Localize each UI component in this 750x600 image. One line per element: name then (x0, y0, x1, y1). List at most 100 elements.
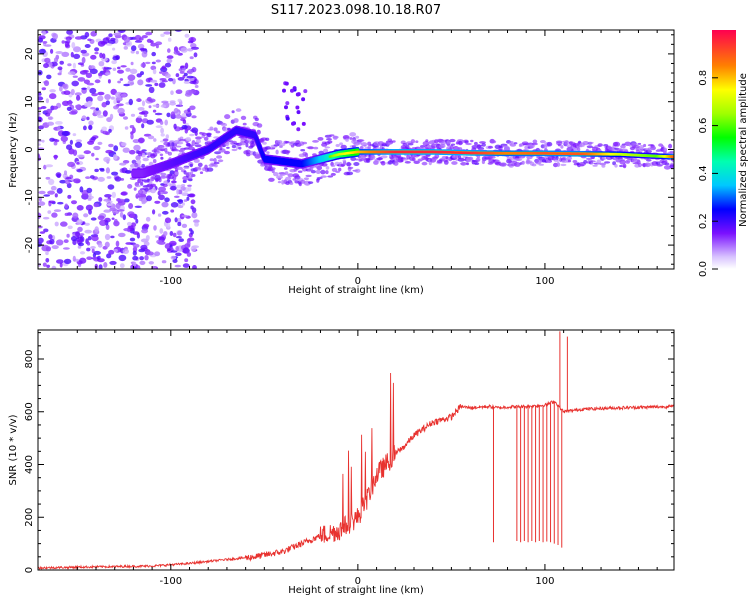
ridge-halo (525, 160, 531, 165)
x-tick-label: 100 (535, 576, 554, 587)
noise-blob (46, 74, 52, 80)
ridge-halo (380, 160, 386, 166)
ridge-halo (308, 181, 314, 185)
noise-blob (144, 255, 149, 261)
noise-blob (180, 65, 185, 69)
ridge-halo (172, 174, 178, 178)
noise-blob (47, 210, 52, 214)
noise-blob (71, 80, 79, 87)
noise-blob (113, 32, 122, 36)
noise-blob (84, 222, 90, 226)
noise-blob (72, 212, 79, 219)
ridge-halo (577, 147, 581, 152)
noise-blob (111, 217, 115, 220)
noise-blob (152, 266, 157, 269)
noise-blob (190, 205, 194, 210)
ridge-halo (303, 177, 309, 181)
noise-blob (119, 78, 124, 81)
noise-blob (98, 264, 103, 269)
y-tick-label: 10 (24, 95, 35, 108)
ridge-halo (598, 148, 602, 152)
noise-blob (87, 100, 93, 106)
noise-blob (38, 201, 46, 206)
noise-blob (68, 99, 73, 106)
noise-blob (177, 98, 182, 103)
noise-blob (167, 48, 171, 53)
noise-blob (188, 228, 193, 232)
ridge-halo (332, 135, 338, 140)
noise-blob (158, 82, 166, 88)
noise-blob (164, 197, 170, 203)
noise-blob (77, 154, 85, 158)
noise-blob (60, 135, 68, 142)
noise-blob (79, 186, 84, 193)
noise-blob (132, 255, 139, 261)
noise-blob (122, 214, 127, 221)
noise-blob (188, 193, 196, 198)
noise-blob (112, 56, 119, 61)
ridge-halo (540, 140, 546, 144)
noise-blob (133, 261, 137, 267)
noise-blob (118, 254, 127, 262)
branch-blob (285, 101, 290, 106)
ridge-halo (313, 146, 319, 150)
noise-blob (73, 46, 81, 53)
ridge-halo (487, 145, 494, 149)
noise-blob (110, 37, 116, 42)
noise-blob (54, 193, 58, 198)
ridge-halo (656, 164, 663, 167)
noise-blob (164, 119, 168, 126)
noise-blob (148, 261, 154, 265)
noise-blob (77, 77, 86, 82)
noise-blob (111, 191, 117, 199)
ridge-halo (213, 127, 218, 132)
noise-blob (57, 201, 64, 205)
noise-blob (178, 68, 183, 72)
ridge-halo (475, 157, 481, 162)
noise-blob (41, 139, 45, 143)
noise-blob (90, 106, 96, 110)
noise-blob (136, 265, 141, 269)
ridge-halo (342, 159, 347, 163)
ridge-halo (324, 146, 331, 149)
noise-blob (170, 255, 177, 260)
noise-blob (128, 203, 134, 209)
noise-blob (86, 86, 91, 91)
ridge-halo (325, 170, 329, 175)
noise-blob (60, 221, 68, 227)
noise-blob (106, 176, 112, 179)
noise-blob (49, 93, 57, 100)
noise-blob (43, 80, 50, 87)
noise-blob (170, 250, 178, 253)
noise-blob (84, 31, 90, 38)
noise-blob (87, 197, 92, 201)
noise-blob (130, 61, 134, 66)
colorbar-tick-label: 0.8 (698, 70, 709, 86)
noise-blob (109, 260, 117, 265)
noise-blob (148, 105, 152, 109)
noise-blob (134, 40, 143, 43)
noise-blob (97, 258, 105, 263)
noise-blob (166, 55, 174, 59)
noise-blob (83, 150, 92, 155)
ridge-halo (150, 183, 157, 187)
ridge-halo (317, 137, 324, 141)
noise-blob (155, 41, 163, 46)
ridge-halo (273, 172, 279, 177)
noise-blob (177, 199, 184, 204)
noise-blob (76, 95, 81, 101)
ridge-halo (556, 141, 563, 146)
noise-blob (173, 123, 177, 129)
ridge-halo (279, 172, 286, 176)
noise-blob (55, 121, 63, 125)
noise-blob (62, 83, 67, 89)
noise-blob (129, 82, 135, 85)
noise-blob (124, 170, 132, 174)
branch-blob (282, 88, 286, 93)
ridge-halo (564, 140, 569, 145)
noise-blob (119, 263, 125, 269)
noise-blob (91, 152, 95, 157)
figure-title: S117.2023.098.10.18.R07 (271, 3, 441, 18)
noise-blob (86, 82, 95, 86)
ridge-halo (556, 162, 561, 167)
